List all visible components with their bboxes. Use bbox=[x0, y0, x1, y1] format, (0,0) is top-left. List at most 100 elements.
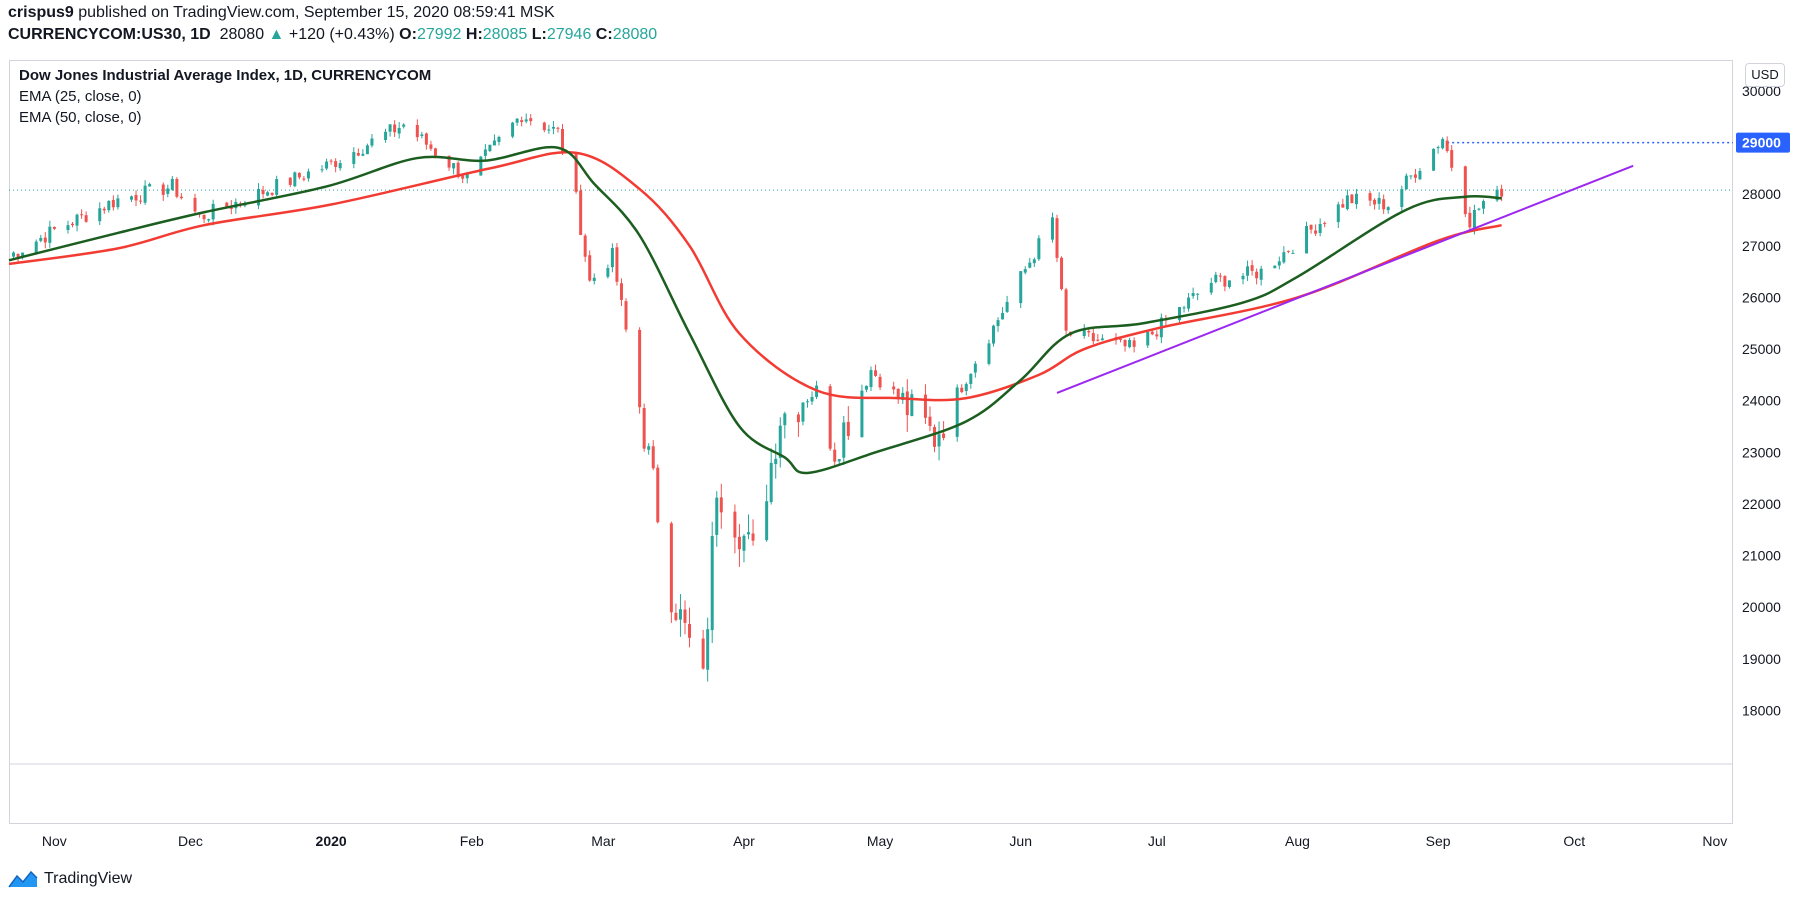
candle-body bbox=[928, 416, 932, 426]
candle bbox=[1314, 224, 1318, 236]
candle bbox=[1259, 265, 1263, 286]
candle bbox=[320, 165, 324, 173]
candle-body bbox=[148, 184, 152, 187]
x-tick-label: Sep bbox=[1426, 833, 1451, 849]
candle bbox=[43, 232, 47, 249]
candle-body bbox=[747, 532, 751, 535]
candle bbox=[111, 195, 115, 211]
candle-body bbox=[166, 188, 170, 194]
candle-body bbox=[1223, 276, 1227, 287]
candle-body bbox=[98, 208, 102, 222]
candle-body bbox=[1436, 147, 1440, 149]
candle bbox=[334, 158, 338, 173]
candle bbox=[1277, 256, 1281, 270]
last-price: 28080 bbox=[219, 26, 265, 43]
candle bbox=[270, 192, 274, 197]
candle bbox=[1028, 257, 1032, 269]
candle bbox=[325, 158, 329, 171]
candle bbox=[583, 233, 587, 262]
candle bbox=[202, 214, 206, 224]
candle-body bbox=[837, 459, 841, 462]
candle bbox=[1096, 334, 1100, 342]
candle bbox=[869, 366, 873, 392]
candle-body bbox=[864, 385, 868, 390]
candle-body bbox=[701, 638, 705, 669]
currency-button[interactable]: USD bbox=[1745, 63, 1785, 87]
candle bbox=[783, 411, 787, 439]
candle bbox=[511, 121, 515, 139]
candle bbox=[1413, 168, 1417, 183]
candle-body bbox=[261, 190, 265, 195]
candle-body bbox=[1214, 274, 1218, 282]
candle-body bbox=[933, 427, 937, 447]
candle bbox=[1223, 275, 1227, 292]
author-name[interactable]: crispus9 bbox=[8, 4, 74, 21]
candle bbox=[1060, 256, 1064, 291]
candle bbox=[80, 209, 84, 219]
candle bbox=[134, 190, 138, 207]
y-tick-label: 19000 bbox=[1742, 651, 1781, 667]
chart-pane[interactable] bbox=[9, 60, 1733, 824]
candle-body bbox=[860, 390, 864, 438]
candle-body bbox=[334, 161, 338, 167]
candle-body bbox=[1146, 331, 1150, 346]
candle-body bbox=[179, 196, 183, 199]
candle-body bbox=[1400, 189, 1404, 207]
candle-body bbox=[424, 133, 428, 145]
candle-body bbox=[1050, 217, 1054, 240]
candle-body bbox=[1055, 218, 1059, 258]
legend-ema50[interactable]: EMA (50, close, 0) bbox=[19, 109, 142, 126]
candle-body bbox=[1096, 339, 1100, 341]
candle bbox=[1436, 145, 1440, 154]
ema50-line bbox=[8, 151, 1502, 402]
candle-body bbox=[479, 156, 483, 176]
candle-body bbox=[969, 373, 973, 384]
legend-ema25[interactable]: EMA (25, close, 0) bbox=[19, 88, 142, 105]
candle bbox=[710, 521, 714, 644]
candle bbox=[1305, 221, 1309, 254]
candle bbox=[143, 180, 147, 205]
candle bbox=[547, 124, 551, 134]
candle bbox=[969, 373, 973, 389]
candle bbox=[688, 607, 692, 648]
candle bbox=[356, 148, 360, 157]
candle-body bbox=[719, 497, 723, 513]
candle bbox=[479, 155, 483, 176]
candle-body bbox=[1082, 329, 1086, 336]
candle-body bbox=[420, 134, 424, 137]
candle-body bbox=[1178, 307, 1182, 321]
y-tick-label: 18000 bbox=[1742, 702, 1781, 718]
candle-body bbox=[774, 458, 778, 465]
candle-body bbox=[393, 124, 397, 133]
candle bbox=[1191, 287, 1195, 299]
candle-body bbox=[465, 174, 469, 179]
candle bbox=[397, 121, 401, 139]
candle bbox=[306, 168, 310, 182]
candle-body bbox=[80, 214, 84, 216]
candle-body bbox=[257, 188, 261, 206]
candle bbox=[1318, 218, 1322, 237]
candle-body bbox=[742, 535, 746, 551]
footer-brand[interactable]: TradingView bbox=[8, 870, 132, 888]
candle bbox=[1309, 224, 1313, 234]
candle bbox=[107, 200, 111, 213]
candle bbox=[1386, 206, 1390, 214]
candle bbox=[529, 114, 533, 126]
candle-body bbox=[1277, 261, 1281, 266]
candle bbox=[102, 206, 106, 214]
candle bbox=[1209, 277, 1213, 295]
candle bbox=[84, 211, 88, 223]
candle-body bbox=[1255, 271, 1259, 279]
candle-body bbox=[71, 223, 75, 226]
candle bbox=[1409, 175, 1413, 180]
y-tick-label: 28000 bbox=[1742, 186, 1781, 202]
candle-body bbox=[288, 177, 292, 185]
candle bbox=[1336, 201, 1340, 228]
candle bbox=[365, 143, 369, 155]
candle bbox=[257, 183, 261, 210]
candle-body bbox=[828, 386, 832, 449]
candle-body bbox=[75, 214, 79, 226]
candle-body bbox=[356, 152, 360, 156]
candle-body bbox=[524, 119, 528, 122]
